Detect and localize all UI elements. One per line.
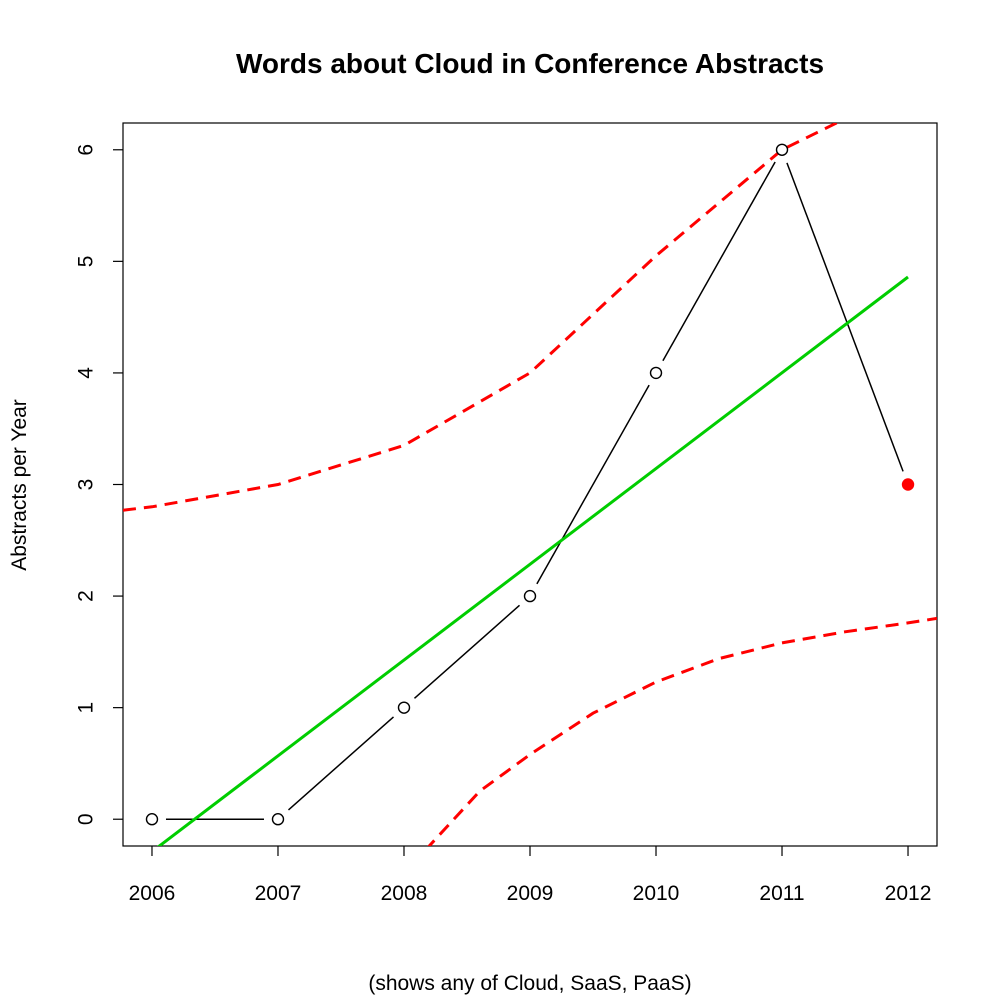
observed-line-segment [287,716,395,811]
chart-title: Words about Cloud in Conference Abstract… [236,48,824,79]
y-tick-label: 1 [74,702,97,714]
x-axis-label: (shows any of Cloud, SaaS, PaaS) [368,972,691,995]
data-point [397,701,411,714]
data-point [775,143,789,156]
data-point [649,366,663,380]
y-tick-label: 3 [74,479,97,491]
y-tick-label: 0 [74,813,97,825]
upper-prediction-band-line [123,123,840,512]
plot-frame [122,122,938,847]
x-axis: 2006 2007 2008 2009 2010 2011 2012 [129,846,932,905]
series-layer [123,123,937,846]
y-axis: 0 1 2 3 4 5 6 [74,144,123,825]
x-tick-label: 2011 [759,882,804,905]
x-tick-label: 2006 [129,882,176,905]
y-tick-label: 6 [74,144,97,156]
observed-line-segment [786,162,904,472]
data-point [523,589,537,603]
y-tick-label: 2 [74,590,97,602]
y-axis-label: Abstracts per Year [8,399,31,571]
x-tick-label: 2008 [381,882,428,905]
lower-prediction-band-line [427,616,937,846]
x-tick-label: 2007 [255,882,302,905]
observed-line-segment [536,384,650,585]
marker-layer [145,143,915,826]
y-tick-label: 4 [74,367,97,379]
data-point [271,813,285,826]
x-tick-label: 2012 [885,882,932,905]
x-tick-label: 2009 [507,882,554,905]
observed-line-segment [413,604,521,699]
observed-line-segment [662,161,776,362]
y-tick-label: 5 [74,256,97,268]
data-point [145,813,159,826]
x-tick-label: 2010 [633,882,680,905]
linear-fit-line [156,275,909,846]
highlight-point [901,478,915,491]
